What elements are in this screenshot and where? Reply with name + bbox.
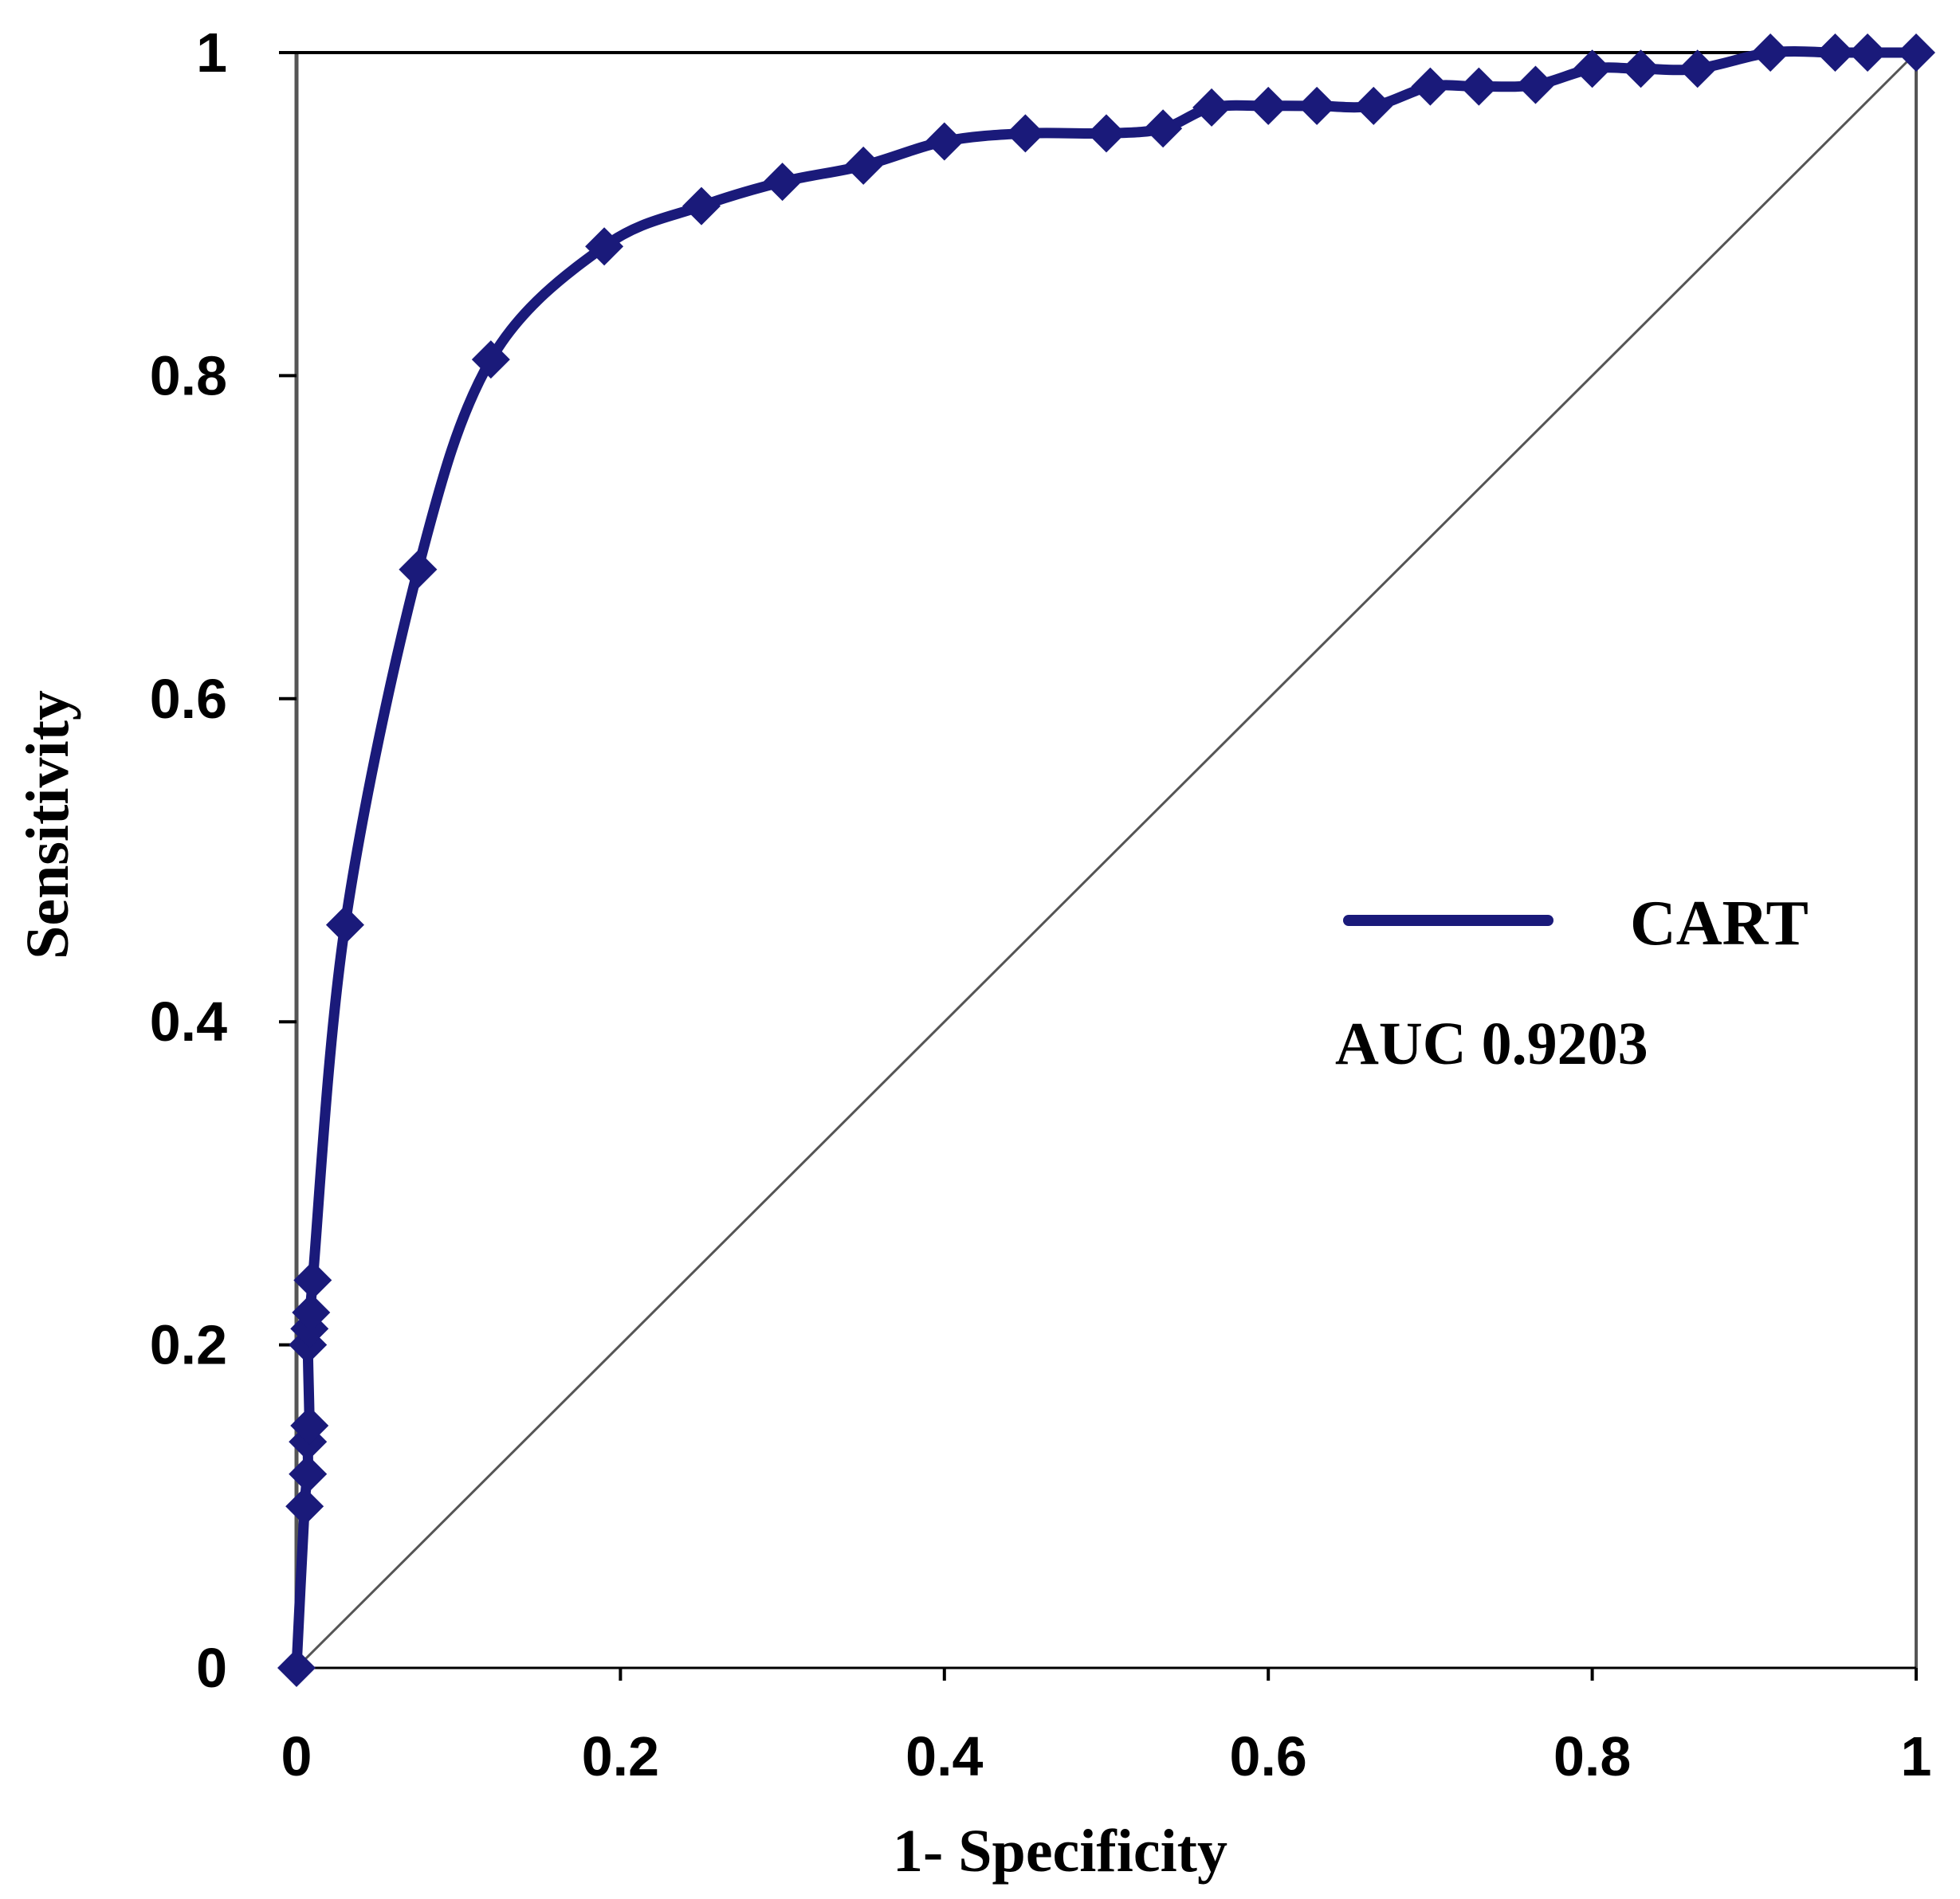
data-point-marker: [1516, 65, 1555, 104]
y-tick-label: 0.2: [150, 1314, 227, 1376]
axes: [279, 51, 1918, 1681]
data-point-marker: [1411, 67, 1450, 106]
data-point-marker: [285, 1487, 324, 1526]
data-point-marker: [1848, 33, 1887, 72]
reference-diagonal-line: [295, 51, 1918, 1669]
data-point-marker: [1897, 33, 1935, 72]
data-point-marker: [1087, 114, 1125, 153]
legend-label-cart: CART: [1630, 889, 1809, 959]
data-point-marker: [293, 1261, 332, 1300]
series-markers-cart: [277, 33, 1935, 1687]
x-tick-labels: 0 0.2 0.4 0.6 0.8 1: [281, 1725, 1932, 1787]
y-tick-label: 0.8: [150, 344, 227, 406]
data-point-marker: [290, 1406, 329, 1445]
x-tick-label: 0.2: [582, 1725, 659, 1787]
x-tick-label: 1: [1901, 1725, 1932, 1787]
data-point-marker: [1354, 86, 1393, 125]
data-point-marker: [1459, 67, 1498, 106]
reference-diagonal: [295, 51, 1918, 1669]
data-point-marker: [399, 550, 438, 589]
data-point-marker: [1816, 33, 1855, 72]
data-point-marker: [1678, 49, 1717, 88]
data-point-marker: [925, 122, 964, 161]
data-point-marker: [1192, 88, 1231, 127]
data-point-marker: [682, 186, 721, 226]
data-point-marker: [325, 905, 364, 944]
y-tick-label: 0: [196, 1637, 227, 1699]
data-point-marker: [1751, 33, 1790, 72]
auc-annotation: AUC 0.9203: [1335, 1010, 1648, 1077]
x-tick-label: 0.6: [1230, 1725, 1307, 1787]
y-tick-label: 0.4: [150, 991, 227, 1053]
data-point-marker: [1249, 86, 1288, 125]
data-point-marker: [1573, 49, 1612, 88]
x-axis-title: 1- Specificity: [893, 1818, 1227, 1885]
x-tick-label: 0.4: [905, 1725, 983, 1787]
data-point-marker: [471, 340, 510, 379]
y-tick-labels: 0 0.2 0.4 0.6 0.8 1: [150, 22, 227, 1699]
x-tick-label: 0.8: [1553, 1725, 1631, 1787]
data-point-marker: [763, 163, 802, 202]
data-point-marker: [292, 1293, 331, 1332]
data-point-marker: [1298, 86, 1337, 125]
y-tick-label: 1: [196, 22, 227, 84]
data-point-marker: [1144, 109, 1183, 148]
legend: CART: [1343, 889, 1809, 959]
data-point-marker: [844, 146, 883, 185]
y-axis-title: Sensitivity: [14, 690, 81, 959]
data-point-marker: [277, 1649, 316, 1687]
data-point-marker: [1006, 114, 1045, 153]
x-tick-label: 0: [281, 1725, 312, 1787]
y-tick-label: 0.6: [150, 668, 227, 730]
data-point-marker: [585, 227, 624, 266]
data-point-marker: [1621, 49, 1660, 88]
data-point-marker: [289, 1454, 328, 1493]
